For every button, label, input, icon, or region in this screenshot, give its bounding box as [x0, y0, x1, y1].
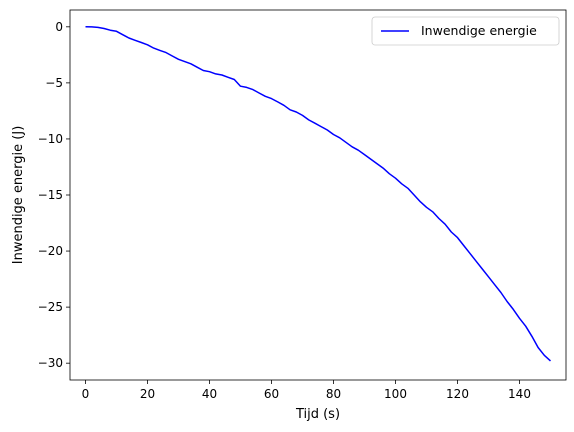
- x-tick-label: 80: [326, 387, 341, 401]
- y-tick-label: −10: [38, 132, 63, 146]
- series-line-0: [85, 26, 552, 362]
- x-tick-label: 140: [508, 387, 531, 401]
- x-tick-label: 40: [202, 387, 217, 401]
- y-tick-label: −25: [38, 300, 63, 314]
- legend-label-inwendige-energie: Inwendige energie: [421, 23, 537, 38]
- x-axis-ticks: 0 20 40 60 80 100 120 140: [82, 380, 531, 401]
- y-tick-label: −20: [38, 244, 63, 258]
- x-tick-label: 60: [264, 387, 279, 401]
- x-axis-label: Tijd (s): [295, 407, 340, 422]
- plot-area: [70, 10, 566, 380]
- legend: Inwendige energie: [371, 16, 560, 46]
- y-tick-label: −5: [45, 76, 63, 90]
- y-tick-label: −30: [38, 356, 63, 370]
- y-axis-ticks: 0 −5 −10 −15 −20 −25 −30: [38, 20, 70, 370]
- x-tick-label: 100: [384, 387, 407, 401]
- x-tick-label: 20: [140, 387, 155, 401]
- y-axis-label: Inwendige energie (J): [11, 126, 26, 265]
- y-tick-label: 0: [55, 20, 63, 34]
- legend-box: [371, 16, 560, 46]
- x-tick-label: 0: [82, 387, 90, 401]
- data-layer: [85, 26, 552, 362]
- y-tick-label: −15: [38, 188, 63, 202]
- x-tick-label: 120: [446, 387, 469, 401]
